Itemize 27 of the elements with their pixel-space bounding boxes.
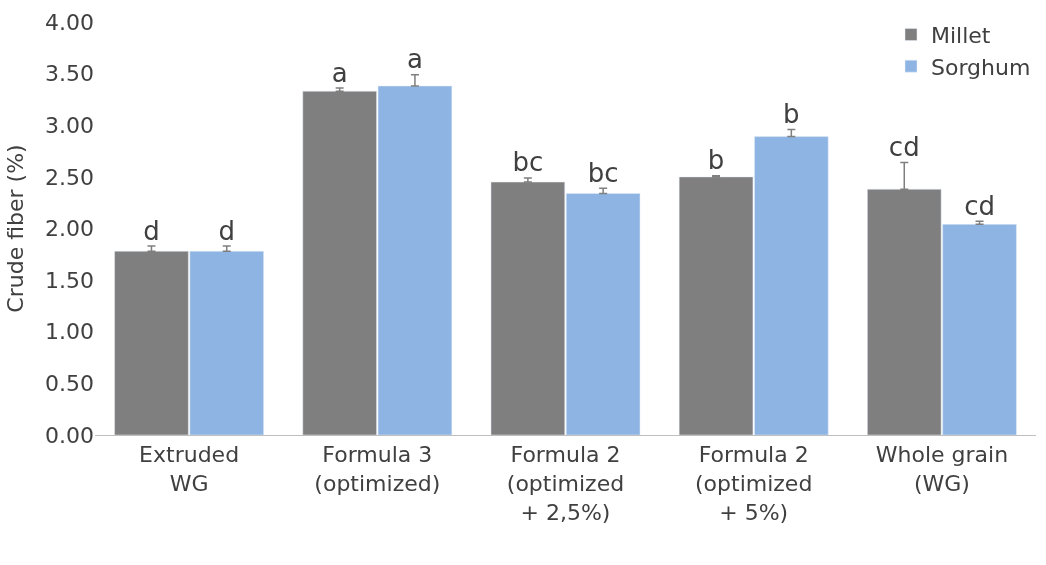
y-tick-label: 3.00 (45, 112, 94, 138)
x-tick-label: Formula 2 (optimized + 2,5%) (506, 442, 625, 525)
y-tick-label: 3.50 (45, 61, 94, 87)
data-label: a (331, 57, 348, 88)
x-tick-label: Extruded WG (139, 442, 240, 496)
data-label: b (707, 145, 725, 176)
data-label: cd (888, 131, 920, 162)
data-label: bc (512, 147, 544, 178)
y-tick-label: 2.00 (45, 216, 94, 242)
data-label: a (406, 44, 423, 75)
legend-label: Millet (931, 23, 991, 49)
y-tick-label: 2.50 (45, 164, 94, 190)
data-label: bc (587, 157, 619, 188)
y-axis-title: Crude fiber (%) (2, 144, 28, 313)
data-label: b (783, 98, 800, 129)
y-tick-label: 4.00 (45, 9, 94, 35)
y-tick-label: 1.00 (45, 319, 94, 345)
x-tick-label: Whole grain (WG) (875, 442, 1009, 496)
y-tick-label: 1.50 (45, 267, 94, 293)
data-label: d (218, 215, 235, 246)
x-tick-label: Formula 2 (optimized + 5%) (695, 442, 813, 525)
x-tick-label: Formula 3 (optimized) (314, 442, 441, 496)
y-tick-label: 0.00 (45, 422, 94, 448)
data-label: d (143, 215, 160, 246)
data-label: cd (964, 190, 995, 221)
legend-label: Sorghum (931, 54, 1031, 80)
y-tick-label: 0.50 (45, 371, 94, 397)
